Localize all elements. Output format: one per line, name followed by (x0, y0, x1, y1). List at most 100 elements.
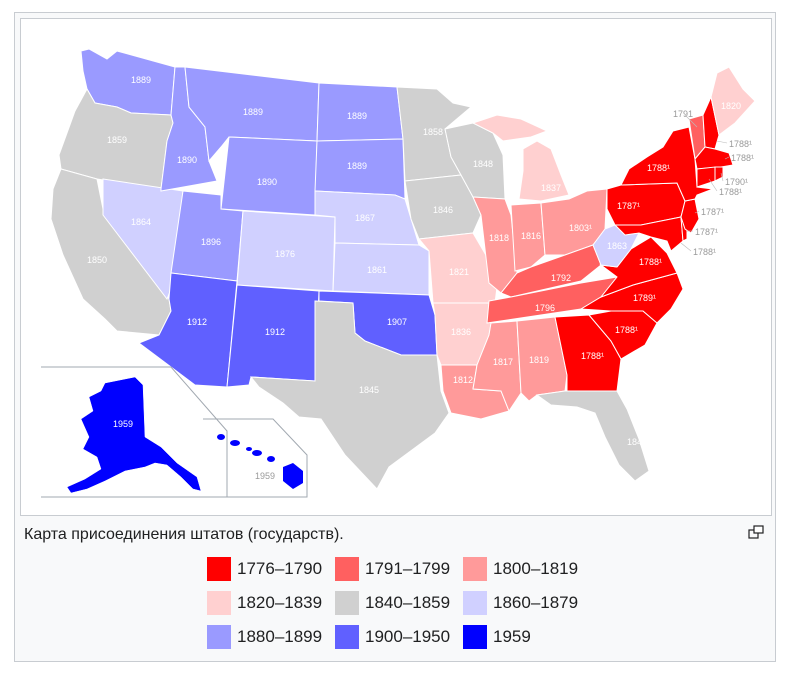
label-nd: 1889 (347, 111, 367, 121)
label-la: 1812 (453, 375, 473, 385)
label-ne: 1867 (355, 213, 375, 223)
state-mi-upper[interactable] (471, 114, 549, 142)
legend-item-1820-1839: 1820–1839 (207, 591, 335, 615)
legend-label: 1800–1819 (493, 559, 579, 578)
legend-item-1880-1899: 1880–1899 (207, 625, 335, 649)
label-hi: 1959 (255, 471, 275, 481)
label-oh: 1803¹ (569, 223, 592, 233)
state-tx[interactable] (249, 300, 450, 490)
label-de: 1787¹ (695, 227, 718, 237)
leader-lines (680, 114, 730, 252)
label-nm: 1912 (265, 327, 285, 337)
map-thumbnail: 1889 1859 1850 1864 1890 1889 1890 1896 … (14, 12, 776, 662)
legend-item-1900-1950: 1900–1950 (335, 625, 463, 649)
legend-swatch (207, 557, 231, 581)
label-nc: 1789¹ (633, 293, 656, 303)
label-me: 1820 (721, 101, 741, 111)
label-sc: 1788¹ (615, 325, 638, 335)
us-statehood-map[interactable]: 1889 1859 1850 1864 1890 1889 1890 1896 … (20, 18, 772, 516)
legend-swatch (335, 557, 359, 581)
label-nj: 1787¹ (701, 207, 724, 217)
label-pa: 1787¹ (617, 201, 640, 211)
label-mi: 1837 (541, 183, 561, 193)
label-ks: 1861 (367, 265, 387, 275)
legend-swatch (463, 591, 487, 615)
legend-item-1800-1819: 1800–1819 (463, 557, 591, 581)
label-mo: 1821 (449, 267, 469, 277)
label-wi: 1848 (473, 159, 493, 169)
state-mo[interactable] (418, 232, 498, 304)
legend-swatch (463, 625, 487, 649)
legend-label: 1880–1899 (237, 627, 323, 646)
label-wv: 1863 (607, 241, 627, 251)
label-az: 1912 (187, 317, 207, 327)
state-hi[interactable] (217, 434, 303, 489)
label-vt: 1791 (673, 109, 693, 119)
label-ga: 1788¹ (581, 351, 604, 361)
legend-swatch (335, 625, 359, 649)
label-ct: 1788¹ (719, 187, 742, 197)
label-ut: 1896 (201, 237, 221, 247)
legend-label: 1900–1950 (365, 627, 451, 646)
alaska-inset-frame (41, 366, 228, 498)
label-wy: 1890 (257, 177, 277, 187)
label-nh: 1788¹ (729, 139, 752, 149)
label-mt: 1889 (243, 107, 263, 117)
label-ma: 1788¹ (731, 153, 754, 163)
map-svg: 1889 1859 1850 1864 1890 1889 1890 1896 … (41, 48, 756, 498)
state-nh[interactable] (702, 95, 720, 150)
state-ny[interactable] (620, 126, 714, 202)
legend-label: 1791–1799 (365, 559, 451, 578)
hawaii-inset-frame (203, 418, 308, 498)
state-ks[interactable] (332, 242, 430, 296)
label-tx: 1845 (359, 385, 379, 395)
state-ri[interactable] (714, 166, 724, 182)
magnify-icon[interactable] (748, 525, 764, 539)
label-ak: 1959 (113, 419, 133, 429)
legend-label: 1860–1879 (493, 593, 579, 612)
label-ok: 1907 (387, 317, 407, 327)
label-tn: 1796 (535, 303, 555, 313)
label-sd: 1889 (347, 161, 367, 171)
label-ny: 1788¹ (647, 163, 670, 173)
legend: 1776–1790 1791–1799 1800–1819 1820–1839 … (207, 557, 591, 649)
state-ak[interactable] (66, 376, 202, 494)
label-or: 1859 (107, 135, 127, 145)
legend-swatch (463, 557, 487, 581)
label-fl: 1845 (627, 437, 647, 447)
state-in[interactable] (510, 202, 546, 272)
legend-item-1959: 1959 (463, 625, 591, 649)
map-caption: Карта присоединения штатов (государств). (24, 526, 344, 543)
label-va: 1788¹ (639, 257, 662, 267)
state-fl[interactable] (535, 390, 650, 482)
label-ar: 1836 (451, 327, 471, 337)
label-al: 1819 (529, 355, 549, 365)
state-me[interactable] (710, 66, 756, 136)
label-nv: 1864 (131, 217, 151, 227)
legend-label: 1820–1839 (237, 593, 323, 612)
state-wy[interactable] (220, 136, 318, 216)
legend-label: 1840–1859 (365, 593, 451, 612)
label-ca: 1850 (87, 255, 107, 265)
label-wa: 1889 (131, 75, 151, 85)
label-md: 1788¹ (693, 247, 716, 257)
legend-swatch (335, 591, 359, 615)
legend-label: 1959 (493, 627, 531, 646)
legend-item-1860-1879: 1860–1879 (463, 591, 591, 615)
state-md[interactable] (613, 216, 684, 252)
label-co: 1876 (275, 249, 295, 259)
state-mi[interactable] (518, 140, 570, 202)
label-ky: 1792 (551, 273, 571, 283)
label-in: 1816 (521, 231, 541, 241)
label-ri: 1790¹ (725, 177, 748, 187)
legend-item-1791-1799: 1791–1799 (335, 557, 463, 581)
label-ia: 1846 (433, 205, 453, 215)
legend-swatch (207, 625, 231, 649)
label-ms: 1817 (493, 357, 513, 367)
label-mn: 1858 (423, 127, 443, 137)
label-il: 1818 (489, 233, 509, 243)
legend-swatch (207, 591, 231, 615)
legend-item-1840-1859: 1840–1859 (335, 591, 463, 615)
legend-item-1776-1790: 1776–1790 (207, 557, 335, 581)
legend-label: 1776–1790 (237, 559, 323, 578)
